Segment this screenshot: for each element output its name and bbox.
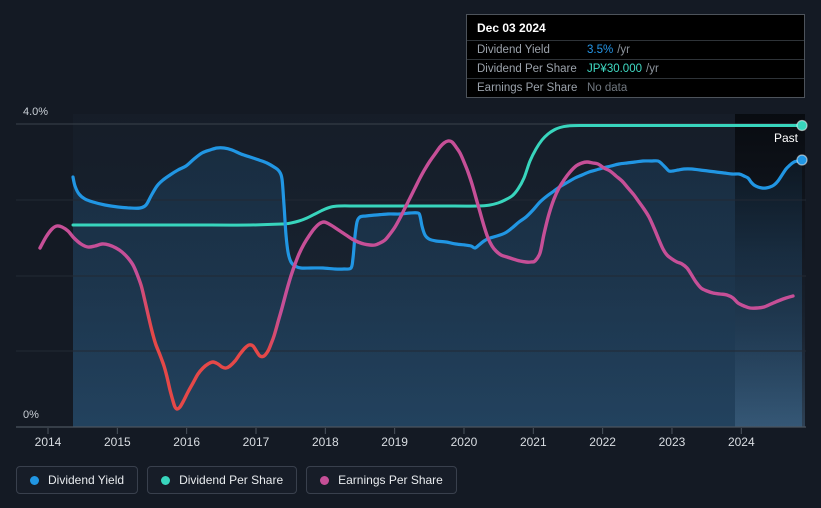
tooltip-rows: Dividend Yield 3.5%/yr Dividend Per Share J… (467, 40, 804, 97)
chart-legend: Dividend Yield Dividend Per Share Earnings… (16, 466, 457, 494)
recent-period-band (735, 114, 805, 427)
x-axis-label: 2014 (34, 435, 62, 449)
tooltip-row-value: JP¥30.000 (587, 63, 642, 75)
tooltip-row-value: 3.5% (587, 44, 614, 56)
legend-item-dividend-per-share[interactable]: Dividend Per Share (147, 466, 298, 494)
series-endpoint-marker (796, 154, 808, 166)
y-axis-label: 0% (23, 409, 39, 421)
tooltip-row-value: No data (587, 82, 628, 94)
tooltip-row: Earnings Per Share No data (467, 78, 804, 97)
legend-dot (161, 475, 171, 485)
legend-item-dividend-yield[interactable]: Dividend Yield (16, 466, 139, 494)
legend-label: Dividend Yield (48, 473, 125, 487)
series-endpoint-marker (796, 119, 808, 132)
legend-item-earnings-per-share[interactable]: Earnings Per Share (306, 466, 457, 494)
data-tooltip: Dec 03 2024 Dividend Yield 3.5%/yr Dividen… (466, 14, 805, 98)
x-axis-label: 2019 (381, 435, 408, 449)
tooltip-row-unit: /yr (646, 63, 659, 75)
x-axis-label: 2018 (311, 435, 339, 449)
tooltip-row-label: Dividend Per Share (477, 63, 577, 75)
legend-dot (320, 475, 330, 485)
x-axis-label: 2023 (658, 435, 686, 449)
dividend-yield-line (71, 146, 804, 271)
x-axis-label: 2015 (103, 435, 131, 449)
dividend-per-share-line (71, 123, 804, 227)
past-label: Past (773, 131, 798, 145)
tooltip-row-unit: /yr (617, 44, 630, 56)
y-axis-label: 4.0% (23, 106, 49, 118)
dividend-yield-area-fill (73, 147, 802, 427)
earnings-per-share-line (38, 139, 795, 411)
tooltip-date: Dec 03 2024 (477, 21, 546, 35)
tooltip-row: Dividend Yield 3.5%/yr (467, 40, 804, 59)
tooltip-row: Dividend Per Share JP¥30.000/yr (467, 59, 804, 78)
x-axis-label: 2021 (519, 435, 547, 449)
x-axis-label: 2024 (727, 435, 755, 449)
tooltip-row-label: Dividend Yield (477, 44, 550, 56)
legend-label: Dividend Per Share (179, 473, 284, 487)
tooltip-row-label: Earnings Per Share (477, 82, 578, 94)
x-axis-label: 2022 (589, 435, 616, 449)
legend-label: Earnings Per Share (338, 473, 443, 487)
x-axis-label: 2017 (242, 435, 270, 449)
x-axis-label: 2020 (450, 435, 478, 449)
legend-dot (30, 475, 39, 485)
x-axis-label: 2016 (173, 435, 201, 449)
